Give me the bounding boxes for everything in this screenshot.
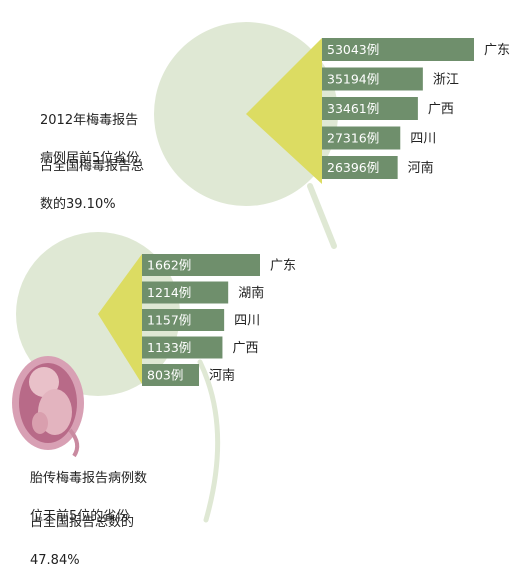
chart-2-share-line-1: 占全国报告总数的	[30, 515, 135, 530]
chart-2-value-label-4: 803例	[147, 368, 183, 383]
chart-1-description: 2012年梅毒报告 病例居前5位省份	[40, 92, 139, 168]
chart-1-description-line-1: 2012年梅毒报告	[40, 113, 139, 128]
chart-1-share-line-2: 数的39.10%	[40, 197, 116, 212]
chart-1-group: 53043例 广东 35194例 浙江 33461例 广西 27316例 四川 26396例 河南	[154, 22, 510, 249]
chart-2-value-label-3: 1133例	[147, 340, 191, 355]
chart-2-value-label-2: 1157例	[147, 313, 191, 328]
chart-1-value-label-0: 53043例	[327, 42, 379, 57]
chart-1-value-label-3: 27316例	[327, 131, 379, 146]
chart-1-value-label-2: 33461例	[327, 101, 379, 116]
chart-1-share: 占全国梅毒报告总 数的39.10%	[40, 138, 144, 214]
chart-1-share-line-1: 占全国梅毒报告总	[40, 159, 145, 174]
chart-1-bar-4	[322, 156, 398, 179]
chart-2-category-label-4: 河南	[209, 368, 235, 384]
chart-2-description: 胎传梅毒报告病例数 位于前5位的省份	[30, 450, 147, 526]
chart-2-category-label-3: 广西	[232, 341, 258, 356]
chart-1-bars: 53043例 广东 35194例 浙江 33461例 广西 27316例 四川 26396例 河南	[322, 38, 510, 179]
chart-2-description-line-2: 位于前5位的省份	[30, 509, 130, 524]
chart-1-category-label-3: 四川	[410, 132, 436, 147]
chart-1-value-label-1: 35194例	[327, 72, 379, 87]
chart-2-pie-stem	[197, 359, 221, 523]
chart-1-category-label-4: 河南	[408, 160, 434, 176]
chart-2-bar-2	[142, 309, 225, 331]
chart-2-value-label-0: 1662例	[147, 258, 191, 273]
chart-1-value-label-4: 26396例	[327, 160, 379, 175]
chart-1-pie-stem	[307, 183, 337, 249]
chart-1-category-label-0: 广东	[484, 43, 510, 58]
chart-1-description-line-2: 病例居前5位省份	[40, 151, 140, 166]
chart-2-category-label-0: 广东	[270, 259, 296, 274]
chart-2-share-line-2: 47.84%	[30, 553, 80, 568]
chart-2-bar-3	[142, 336, 223, 359]
chart-1-bar-3	[322, 126, 401, 150]
fetus-illustration-icon	[12, 356, 84, 458]
chart-1-bar-2	[322, 97, 418, 120]
chart-2-category-label-1: 湖南	[238, 285, 264, 301]
chart-1-category-label-2: 广西	[428, 102, 454, 117]
chart-2-bar-4	[142, 364, 200, 386]
chart-2-description-line-1: 胎传梅毒报告病例数	[30, 471, 148, 486]
chart-1-bar-1	[322, 67, 423, 91]
chart-2-category-label-2: 四川	[234, 314, 260, 329]
chart-1-category-label-1: 浙江	[433, 73, 459, 88]
chart-2-pie-highlight	[98, 254, 142, 384]
chart-2-group: 1662例 广东 1214例 湖南 1157例 四川 1133例 广西 803例 河南	[16, 232, 296, 523]
chart-2-bar-1	[142, 281, 229, 304]
chart-2-bar-0	[142, 254, 260, 276]
chart-2-bars: 1662例 广东 1214例 湖南 1157例 四川 1133例 广西 803例 河南	[142, 254, 296, 386]
chart-2-value-label-1: 1214例	[147, 285, 191, 300]
chart-2-share: 占全国报告总数的 47.84%	[30, 494, 134, 570]
chart-1-pie-highlight	[246, 38, 322, 184]
chart-1-bar-0	[322, 38, 474, 61]
